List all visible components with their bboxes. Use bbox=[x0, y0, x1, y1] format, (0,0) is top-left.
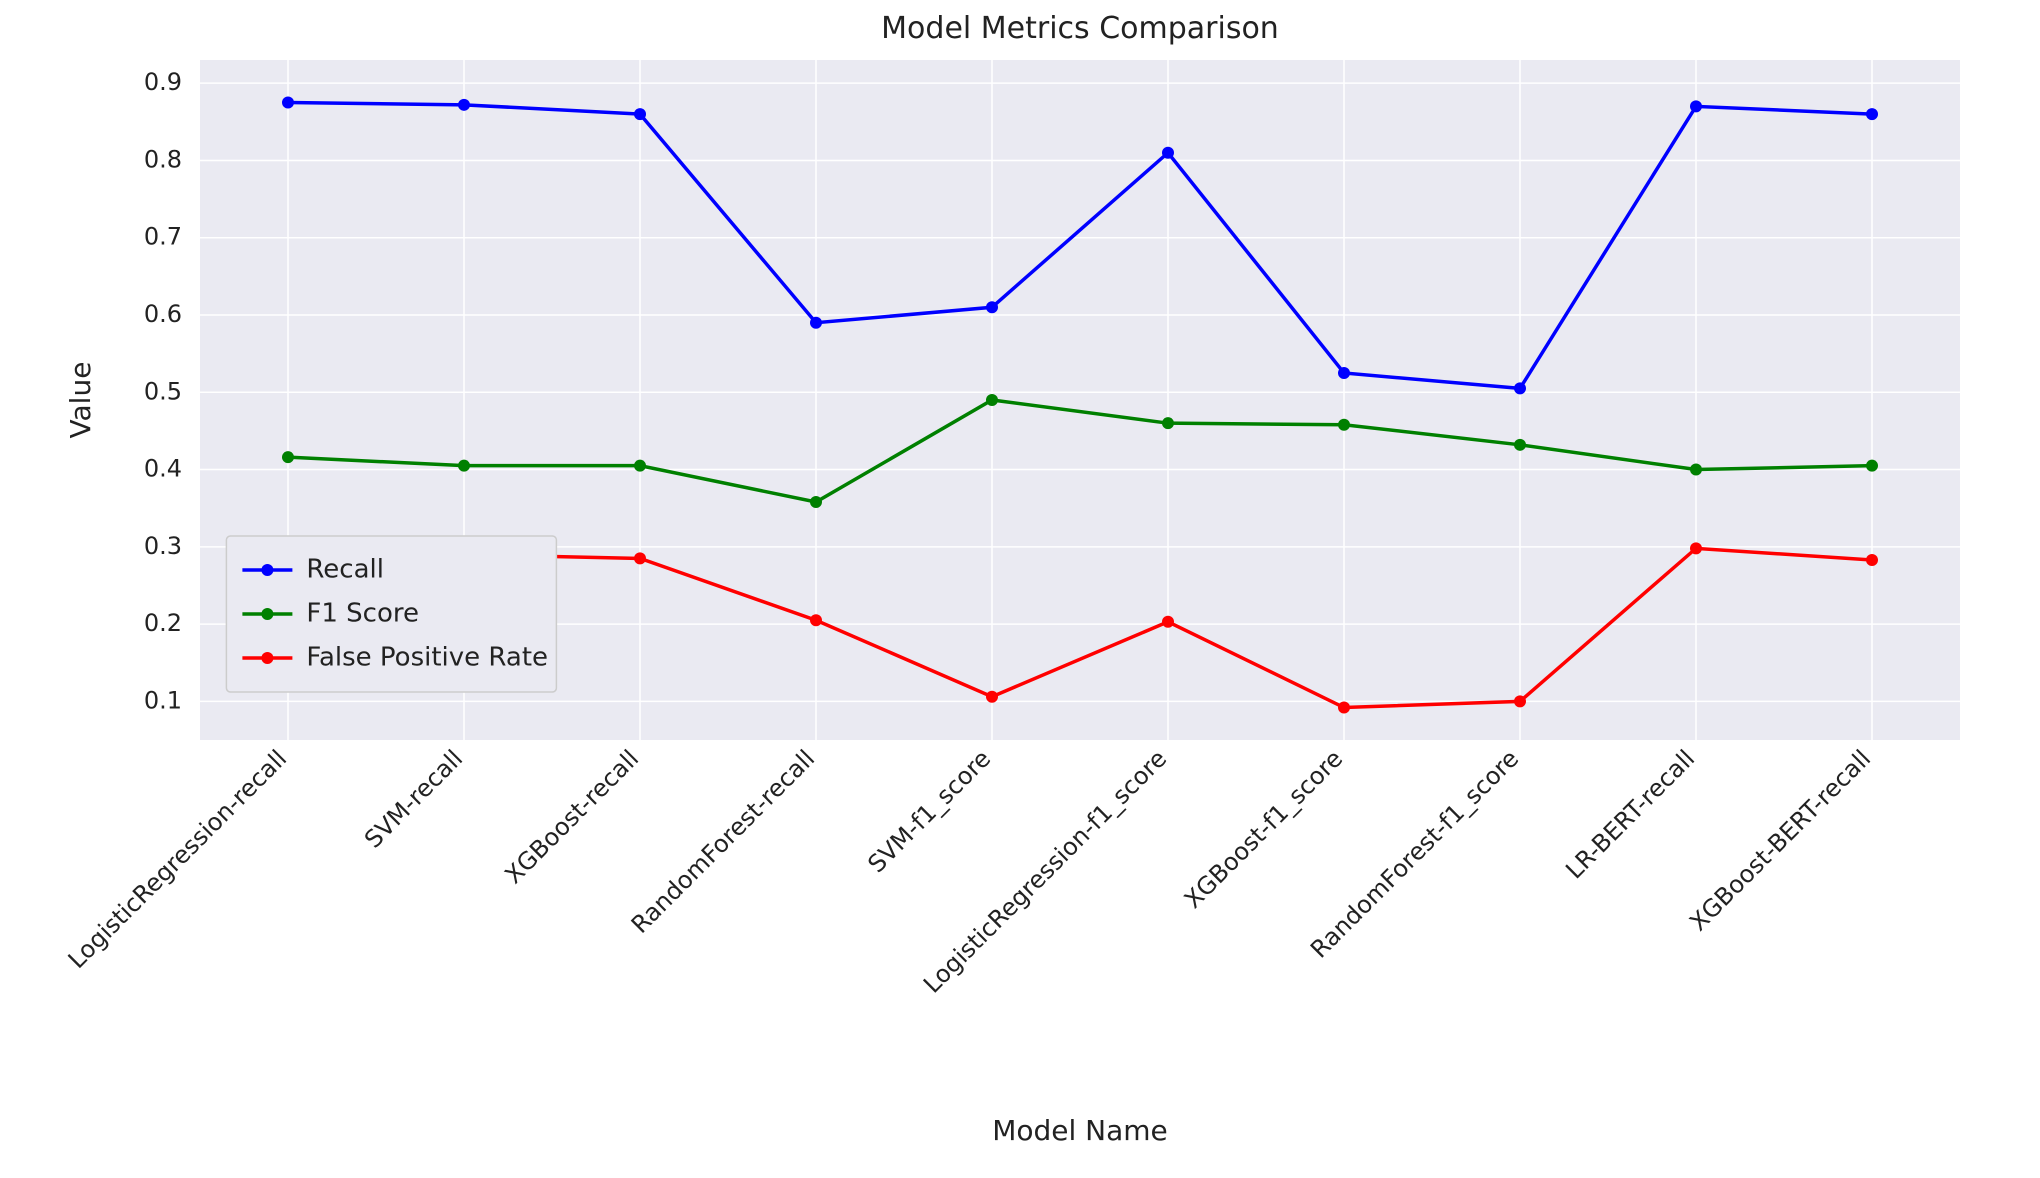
y-tick-label: 0.6 bbox=[144, 300, 182, 328]
series-marker-false-positive-rate bbox=[1690, 542, 1702, 554]
x-tick-label: RandomForest-recall bbox=[626, 744, 820, 938]
x-tick-label: XGBoost-f1_score bbox=[1179, 744, 1348, 913]
series-marker-false-positive-rate bbox=[810, 614, 822, 626]
chart-svg: 0.1 0.2 0.3 0.4 0.5 0.6 0.7 0.8 0.9 LogisticRegre… bbox=[0, 0, 2040, 1178]
x-tick-label: RandomForest-f1_score bbox=[1305, 744, 1524, 963]
series-marker-recall bbox=[810, 317, 822, 329]
series-marker-f1-score bbox=[1338, 419, 1350, 431]
series-marker-f1-score bbox=[810, 496, 822, 508]
chart-container: { "chart": { "type": "line", "title": "M… bbox=[0, 0, 2040, 1178]
legend-sample-marker bbox=[261, 608, 273, 620]
legend-label: False Positive Rate bbox=[306, 643, 548, 673]
y-axis-label: Value bbox=[64, 362, 97, 439]
legend-label: Recall bbox=[306, 555, 384, 585]
x-tick-label: XGBoost-BERT-recall bbox=[1684, 744, 1876, 936]
series-marker-f1-score bbox=[1690, 464, 1702, 476]
legend-sample-marker bbox=[261, 652, 273, 664]
series-marker-f1-score bbox=[634, 460, 646, 472]
series-marker-recall bbox=[1866, 108, 1878, 120]
x-tick-label: SVM-recall bbox=[359, 744, 468, 853]
y-tick-label: 0.2 bbox=[144, 609, 182, 637]
y-tick-label: 0.8 bbox=[144, 145, 182, 173]
y-tick-label: 0.3 bbox=[144, 532, 182, 560]
series-marker-recall bbox=[1690, 100, 1702, 112]
series-marker-false-positive-rate bbox=[1338, 702, 1350, 714]
series-marker-recall bbox=[986, 301, 998, 313]
legend-label: F1 Score bbox=[306, 599, 419, 629]
series-marker-f1-score bbox=[1162, 417, 1174, 429]
series-marker-f1-score bbox=[1514, 439, 1526, 451]
series-marker-recall bbox=[458, 99, 470, 111]
chart-title: Model Metrics Comparison bbox=[881, 11, 1279, 46]
y-tick-label: 0.9 bbox=[144, 68, 182, 96]
series-marker-false-positive-rate bbox=[634, 552, 646, 564]
x-tick-label: SVM-f1_score bbox=[862, 744, 996, 878]
series-marker-recall bbox=[1162, 147, 1174, 159]
x-axis-label: Model Name bbox=[992, 1114, 1168, 1147]
x-tick-label: XGBoost-recall bbox=[499, 744, 644, 889]
x-tick-label: LR-BERT-recall bbox=[1560, 744, 1700, 884]
series-marker-recall bbox=[1338, 367, 1350, 379]
x-tick-label: LogisticRegression-recall bbox=[63, 744, 293, 974]
y-tick-label: 0.5 bbox=[144, 377, 182, 405]
series-marker-false-positive-rate bbox=[1514, 695, 1526, 707]
series-marker-recall bbox=[1514, 382, 1526, 394]
series-marker-false-positive-rate bbox=[1162, 616, 1174, 628]
series-marker-f1-score bbox=[458, 460, 470, 472]
series-marker-f1-score bbox=[986, 394, 998, 406]
series-marker-recall bbox=[282, 97, 294, 109]
series-marker-false-positive-rate bbox=[1866, 554, 1878, 566]
legend-sample-marker bbox=[261, 564, 273, 576]
y-tick-label: 0.4 bbox=[144, 455, 182, 483]
series-marker-f1-score bbox=[282, 451, 294, 463]
series-marker-recall bbox=[634, 108, 646, 120]
y-tick-label: 0.7 bbox=[144, 223, 182, 251]
y-tick-label: 0.1 bbox=[144, 686, 182, 714]
series-marker-f1-score bbox=[1866, 460, 1878, 472]
series-marker-false-positive-rate bbox=[986, 691, 998, 703]
